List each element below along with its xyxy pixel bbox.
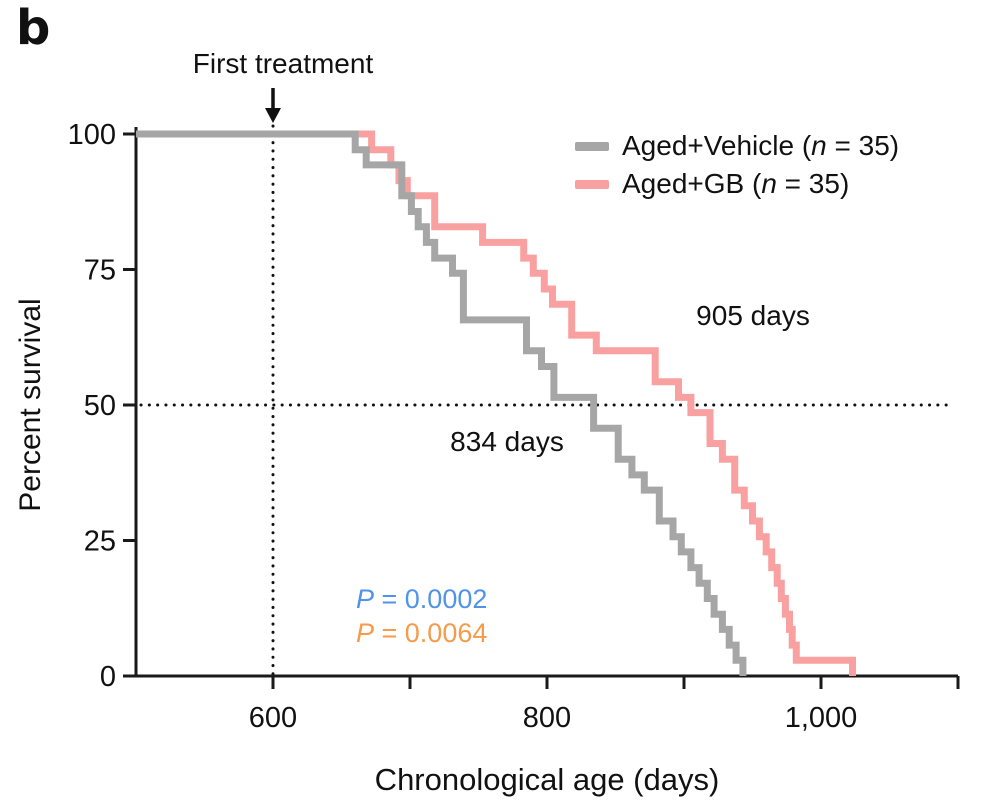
legend-label-vehicle-suffix: = 35) bbox=[826, 130, 900, 161]
y-axis-title: Percent survival bbox=[14, 298, 47, 512]
legend-item-gb: Aged+GB (n = 35) bbox=[575, 165, 899, 203]
legend-label-gb-prefix: Aged+GB ( bbox=[622, 168, 762, 199]
vehicle-median-annotation: 834 days bbox=[450, 426, 564, 457]
y-tick-label: 100 bbox=[68, 119, 116, 151]
legend-item-vehicle: Aged+Vehicle (n = 35) bbox=[575, 127, 899, 165]
vehicle-color-swatch bbox=[575, 141, 609, 151]
first-treatment-arrow-head bbox=[265, 108, 281, 123]
first-treatment-label: First treatment bbox=[192, 48, 374, 79]
x-tick-label: 1,000 bbox=[785, 702, 858, 734]
panel-label: b bbox=[16, 0, 50, 56]
x-tick-label: 800 bbox=[523, 702, 571, 734]
legend-label-vehicle: Aged+Vehicle (n = 35) bbox=[622, 130, 899, 162]
x-axis-title: Chronological age (days) bbox=[374, 762, 720, 797]
p-value-blue-number: = 0.0002 bbox=[374, 584, 488, 614]
legend-label-gb-suffix: = 35) bbox=[776, 168, 850, 199]
x-tick-label: 600 bbox=[249, 702, 297, 734]
legend-label-gb-n: n bbox=[761, 168, 777, 199]
legend-label-vehicle-n: n bbox=[811, 130, 827, 161]
gb-color-swatch bbox=[575, 179, 609, 189]
p-value-blue: P = 0.0002 bbox=[356, 582, 487, 616]
gb-median-annotation: 905 days bbox=[696, 300, 810, 331]
gb-survival-curve bbox=[136, 130, 856, 676]
y-tick-label: 25 bbox=[84, 526, 116, 558]
legend: Aged+Vehicle (n = 35) Aged+GB (n = 35) bbox=[575, 127, 899, 203]
legend-label-gb: Aged+GB (n = 35) bbox=[622, 168, 849, 200]
p-value-orange: P = 0.0064 bbox=[356, 616, 487, 650]
y-tick-label: 50 bbox=[84, 390, 116, 422]
y-tick-label: 75 bbox=[84, 255, 116, 287]
vehicle-survival-curve bbox=[136, 130, 747, 676]
p-value-orange-number: = 0.0064 bbox=[374, 618, 488, 648]
p-values: P = 0.0002 P = 0.0064 bbox=[356, 582, 487, 650]
y-tick-label: 0 bbox=[100, 661, 116, 693]
p-value-blue-symbol: P bbox=[356, 584, 375, 614]
legend-label-vehicle-prefix: Aged+Vehicle ( bbox=[622, 130, 812, 161]
p-value-orange-symbol: P bbox=[356, 618, 375, 648]
